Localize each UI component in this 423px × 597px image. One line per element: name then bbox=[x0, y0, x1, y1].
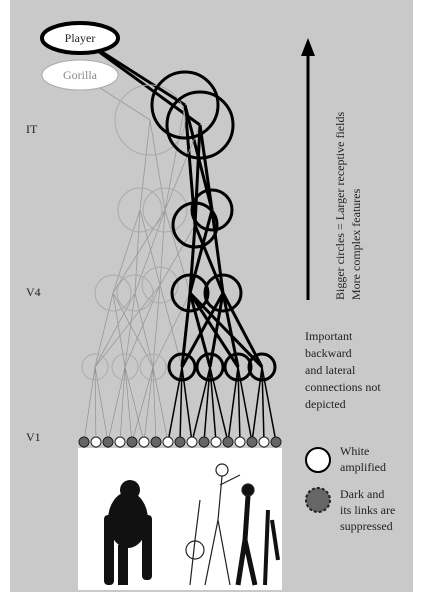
gorilla-label: Gorilla bbox=[63, 68, 98, 82]
v1-neuron bbox=[271, 437, 281, 447]
layer-label: IT bbox=[26, 122, 38, 136]
layer-label: V1 bbox=[26, 430, 41, 444]
v1-neuron bbox=[151, 437, 161, 447]
v1-neuron bbox=[235, 437, 245, 447]
diagram: Player Gorilla IT V4 V1 Bigger circles =… bbox=[0, 0, 423, 592]
v1-neuron bbox=[259, 437, 269, 447]
v1-neuron bbox=[103, 437, 113, 447]
v1-neuron bbox=[79, 437, 89, 447]
v1-neuron bbox=[139, 437, 149, 447]
arrow-label: Bigger circles = Larger receptive fields bbox=[333, 112, 347, 300]
v1-neuron bbox=[163, 437, 173, 447]
legend-text: Dark and bbox=[340, 487, 384, 501]
arrow-label: More complex features bbox=[349, 188, 363, 300]
player-label: Player bbox=[65, 31, 96, 45]
note-line: and lateral bbox=[305, 363, 356, 377]
v1-neuron bbox=[223, 437, 233, 447]
legend-text: White bbox=[340, 444, 369, 458]
v1-neuron bbox=[127, 437, 137, 447]
v1-neuron bbox=[247, 437, 257, 447]
v1-neuron bbox=[175, 437, 185, 447]
note-line: Important bbox=[305, 329, 353, 343]
note-line: connections not bbox=[305, 380, 381, 394]
layer-label: V4 bbox=[26, 285, 41, 299]
v1-neuron bbox=[199, 437, 209, 447]
legend-dark bbox=[306, 488, 330, 512]
legend-text: amplified bbox=[340, 460, 386, 474]
note-line: depicted bbox=[305, 397, 346, 411]
v1-neuron bbox=[187, 437, 197, 447]
legend-white bbox=[306, 448, 330, 472]
v1-neuron bbox=[115, 437, 125, 447]
v1-neuron bbox=[91, 437, 101, 447]
legend-text: suppressed bbox=[340, 519, 393, 533]
v1-neuron bbox=[211, 437, 221, 447]
note-line: backward bbox=[305, 346, 352, 360]
legend-text: its links are bbox=[340, 503, 395, 517]
